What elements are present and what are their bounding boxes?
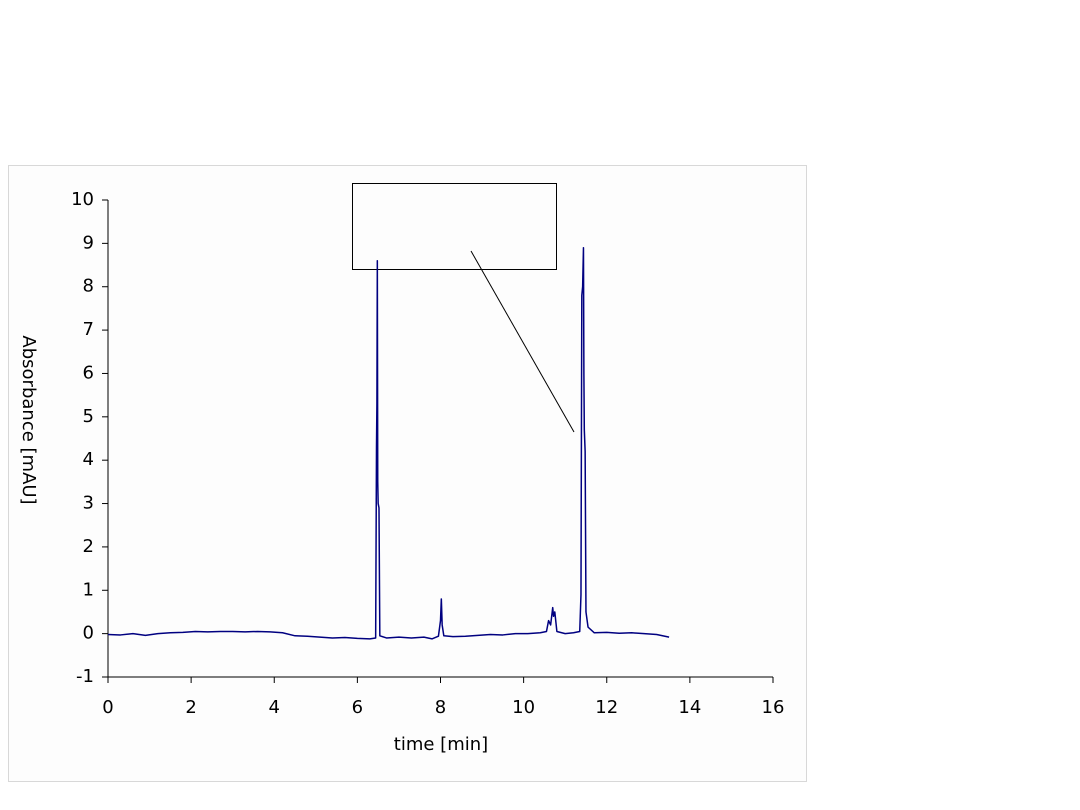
y-tick-label: 3 bbox=[83, 493, 94, 514]
y-axis-label: Absorbance [mAU] bbox=[18, 335, 39, 504]
y-tick-label: -1 bbox=[76, 666, 94, 687]
y-tick-label: 7 bbox=[83, 319, 94, 340]
y-tick-label: 0 bbox=[83, 623, 94, 644]
y-tick-label: 1 bbox=[83, 579, 94, 600]
x-tick-label: 14 bbox=[678, 697, 701, 718]
y-tick-label: 10 bbox=[71, 189, 94, 210]
chart-frame bbox=[8, 165, 807, 782]
plot: Absorbance [mAU] bbox=[18, 335, 39, 504]
y-tick-label: 6 bbox=[83, 362, 94, 383]
annotation-box bbox=[352, 183, 557, 270]
x-tick-label: 12 bbox=[595, 697, 618, 718]
y-tick-label: 9 bbox=[83, 232, 94, 253]
data-line bbox=[107, 246, 670, 640]
y-tick-label: 4 bbox=[83, 449, 94, 470]
x-tick-label: 8 bbox=[435, 697, 446, 718]
x-tick-label: 2 bbox=[185, 697, 196, 718]
x-axis-label: time [min] bbox=[394, 734, 488, 755]
y-tick-label: 5 bbox=[83, 406, 94, 427]
annotation-pointer bbox=[470, 250, 575, 433]
x-tick-label: 6 bbox=[352, 697, 363, 718]
x-tick-label: 10 bbox=[512, 697, 535, 718]
x-tick-label: 4 bbox=[269, 697, 280, 718]
x-tick-label: 16 bbox=[762, 697, 785, 718]
y-tick-label: 8 bbox=[83, 276, 94, 297]
x-tick-label: 0 bbox=[102, 697, 113, 718]
y-tick-label: 2 bbox=[83, 536, 94, 557]
